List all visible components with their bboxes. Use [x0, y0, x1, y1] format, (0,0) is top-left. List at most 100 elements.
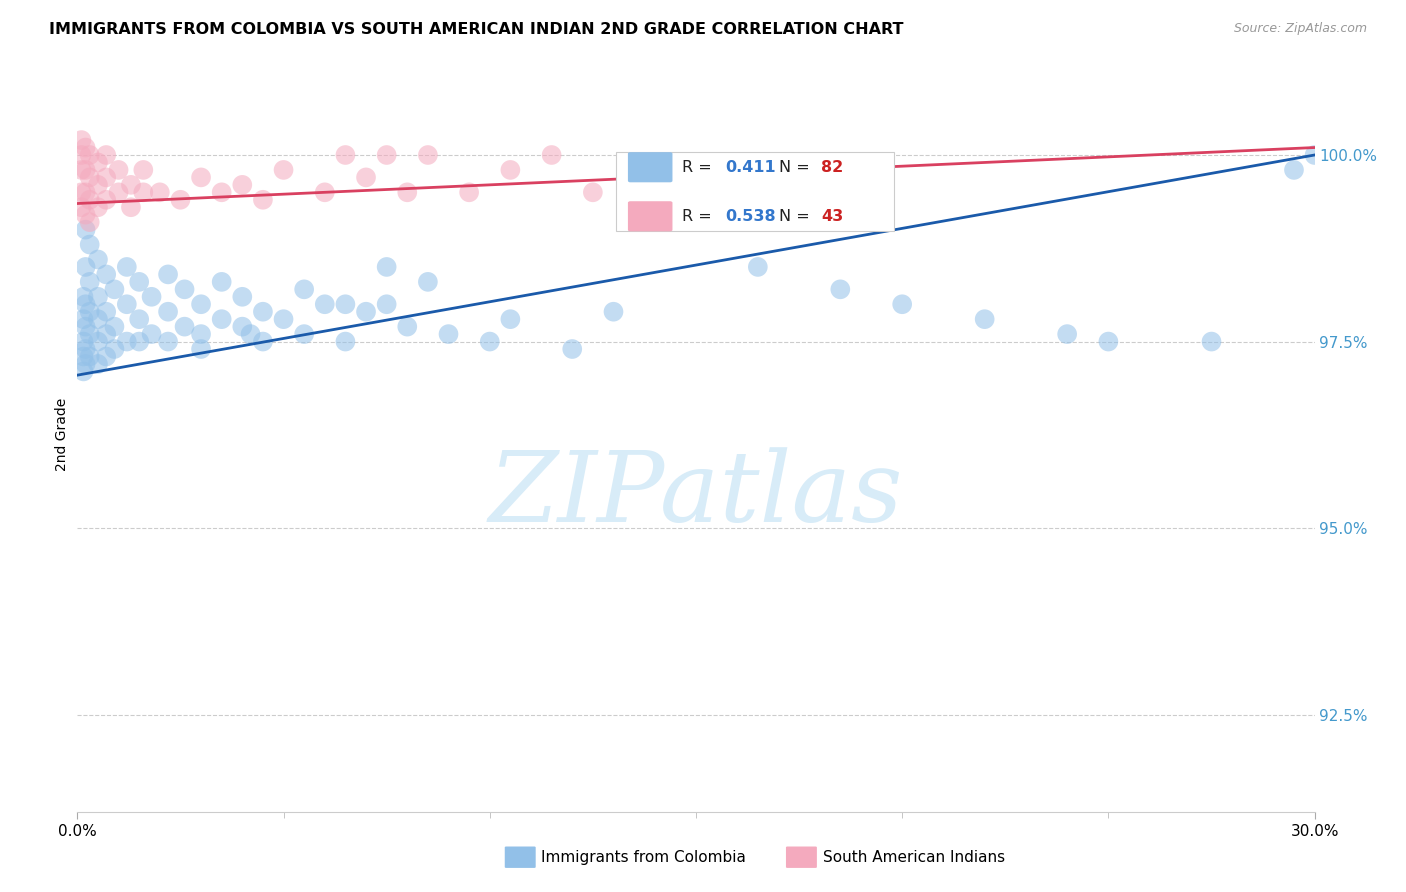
Point — [75, 297, 97, 311]
Point — [75, 140, 97, 154]
Text: ZIPatlas: ZIPatlas — [489, 448, 903, 543]
Point — [96, 193, 118, 207]
Point — [79, 350, 101, 364]
Point — [132, 162, 155, 177]
Point — [128, 275, 150, 289]
Point — [396, 186, 419, 200]
Point — [273, 312, 295, 326]
Point — [103, 282, 125, 296]
Point — [478, 334, 501, 349]
Point — [87, 252, 110, 267]
Point — [231, 319, 253, 334]
Point — [79, 237, 101, 252]
Point — [70, 148, 93, 162]
Point — [72, 334, 94, 349]
Text: 0.411: 0.411 — [725, 160, 776, 175]
Point — [87, 312, 110, 326]
Point — [664, 208, 686, 222]
Point — [157, 304, 180, 318]
Point — [70, 162, 93, 177]
Point — [157, 268, 180, 282]
Point — [354, 170, 377, 185]
Point — [747, 260, 769, 274]
Point — [169, 193, 191, 207]
Point — [115, 260, 138, 274]
FancyBboxPatch shape — [628, 202, 672, 231]
Point — [396, 319, 419, 334]
Point — [75, 222, 97, 236]
Point — [128, 334, 150, 349]
Point — [107, 186, 129, 200]
Text: IMMIGRANTS FROM COLOMBIA VS SOUTH AMERICAN INDIAN 2ND GRADE CORRELATION CHART: IMMIGRANTS FROM COLOMBIA VS SOUTH AMERIC… — [49, 22, 904, 37]
Point — [173, 282, 195, 296]
Point — [75, 342, 97, 356]
Point — [458, 186, 481, 200]
Point — [190, 170, 212, 185]
Point — [75, 357, 97, 371]
Point — [87, 357, 110, 371]
Point — [79, 193, 101, 207]
Point — [211, 186, 233, 200]
Point — [96, 148, 118, 162]
Point — [190, 297, 212, 311]
Point — [499, 162, 522, 177]
Point — [72, 364, 94, 378]
Point — [120, 200, 142, 214]
Point — [87, 334, 110, 349]
Text: Immigrants from Colombia: Immigrants from Colombia — [541, 850, 747, 864]
Point — [173, 319, 195, 334]
Point — [375, 148, 398, 162]
Point — [252, 334, 274, 349]
Text: South American Indians: South American Indians — [823, 850, 1005, 864]
Point — [96, 327, 118, 342]
Point — [211, 312, 233, 326]
Point — [190, 342, 212, 356]
Point — [103, 319, 125, 334]
Point — [79, 304, 101, 318]
Point — [375, 297, 398, 311]
Point — [72, 312, 94, 326]
Point — [830, 282, 852, 296]
Point — [973, 312, 995, 326]
Point — [75, 319, 97, 334]
Point — [416, 275, 439, 289]
Point — [157, 334, 180, 349]
Text: N =: N = — [779, 160, 814, 175]
Point — [103, 342, 125, 356]
Point — [75, 208, 97, 222]
Text: R =: R = — [682, 160, 717, 175]
Point — [1282, 162, 1305, 177]
Point — [252, 193, 274, 207]
Point — [335, 297, 357, 311]
Y-axis label: 2nd Grade: 2nd Grade — [55, 398, 69, 472]
FancyBboxPatch shape — [616, 153, 894, 231]
FancyBboxPatch shape — [628, 153, 672, 182]
Text: N =: N = — [779, 209, 814, 224]
Point — [70, 133, 93, 147]
Point — [115, 297, 138, 311]
Point — [79, 215, 101, 229]
Point — [561, 342, 583, 356]
Point — [416, 148, 439, 162]
Point — [273, 162, 295, 177]
Point — [70, 200, 93, 214]
Point — [375, 260, 398, 274]
Point — [891, 297, 914, 311]
Point — [96, 170, 118, 185]
Point — [75, 260, 97, 274]
Point — [602, 304, 624, 318]
Point — [335, 148, 357, 162]
Point — [1097, 334, 1119, 349]
Point — [107, 162, 129, 177]
Point — [540, 148, 562, 162]
Point — [132, 186, 155, 200]
Point — [120, 178, 142, 192]
Text: 0.538: 0.538 — [725, 209, 776, 224]
Text: 43: 43 — [821, 209, 844, 224]
Point — [1056, 327, 1078, 342]
Point — [72, 350, 94, 364]
Point — [1201, 334, 1223, 349]
Point — [115, 334, 138, 349]
Point — [354, 304, 377, 318]
Point — [292, 327, 315, 342]
